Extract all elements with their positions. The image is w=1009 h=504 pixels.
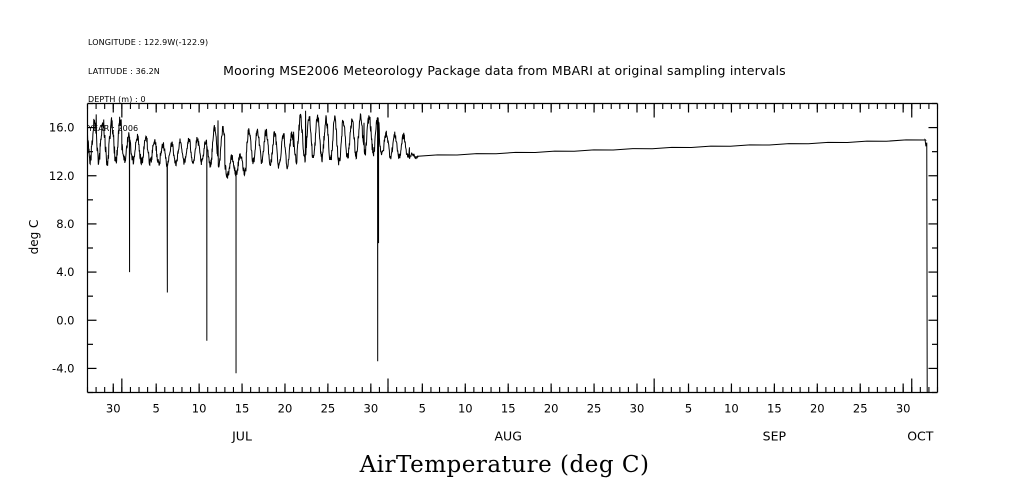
x-tick-label: 20 xyxy=(544,402,559,416)
y-tick-label: 0.0 xyxy=(56,313,74,327)
metadata-latitude: LATITUDE : 36.2N xyxy=(88,66,160,76)
y-tick-label: 8.0 xyxy=(56,217,74,231)
month-label: JUL xyxy=(231,429,252,444)
y-tick-label: -4.0 xyxy=(52,361,74,375)
x-tick-label: 5 xyxy=(685,402,692,416)
x-tick-label: 10 xyxy=(458,402,473,416)
x-tick-label: 20 xyxy=(278,402,293,416)
temperature-line xyxy=(87,110,928,393)
x-axis-title: AirTemperature (deg C) xyxy=(359,452,650,478)
x-tick-label: 30 xyxy=(106,402,121,416)
x-tick-label: 30 xyxy=(630,402,645,416)
x-tick-label: 25 xyxy=(853,402,868,416)
x-tick-label: 10 xyxy=(192,402,207,416)
chart-title: Mooring MSE2006 Meteorology Package data… xyxy=(223,63,786,78)
x-tick-label: 5 xyxy=(153,402,160,416)
x-tick-label: 10 xyxy=(724,402,739,416)
metadata-year: YEAR : 2006 xyxy=(88,123,139,133)
y-tick-label: 16.0 xyxy=(49,121,75,135)
month-label: SEP xyxy=(763,429,787,444)
x-tick-label: 15 xyxy=(767,402,782,416)
x-tick-label: 30 xyxy=(896,402,911,416)
y-tick-label: 4.0 xyxy=(56,265,74,279)
x-tick-label: 5 xyxy=(419,402,426,416)
metadata-longitude: LONGITUDE : 122.9W(-122.9) xyxy=(88,38,209,47)
y-tick-label: 12.0 xyxy=(49,169,75,183)
metadata-block: LONGITUDE : 122.9W(-122.9) LATITUDE : 36… xyxy=(88,19,208,152)
month-label: OCT xyxy=(907,429,934,444)
x-tick-label: 15 xyxy=(235,402,250,416)
x-tick-label: 25 xyxy=(321,402,336,416)
x-tick-label: 15 xyxy=(501,402,516,416)
month-label: AUG xyxy=(495,429,522,444)
metadata-depth: DEPTH (m) : 0 xyxy=(88,95,146,104)
x-tick-label: 25 xyxy=(587,402,602,416)
x-tick-label: 30 xyxy=(364,402,379,416)
x-tick-label: 20 xyxy=(810,402,825,416)
